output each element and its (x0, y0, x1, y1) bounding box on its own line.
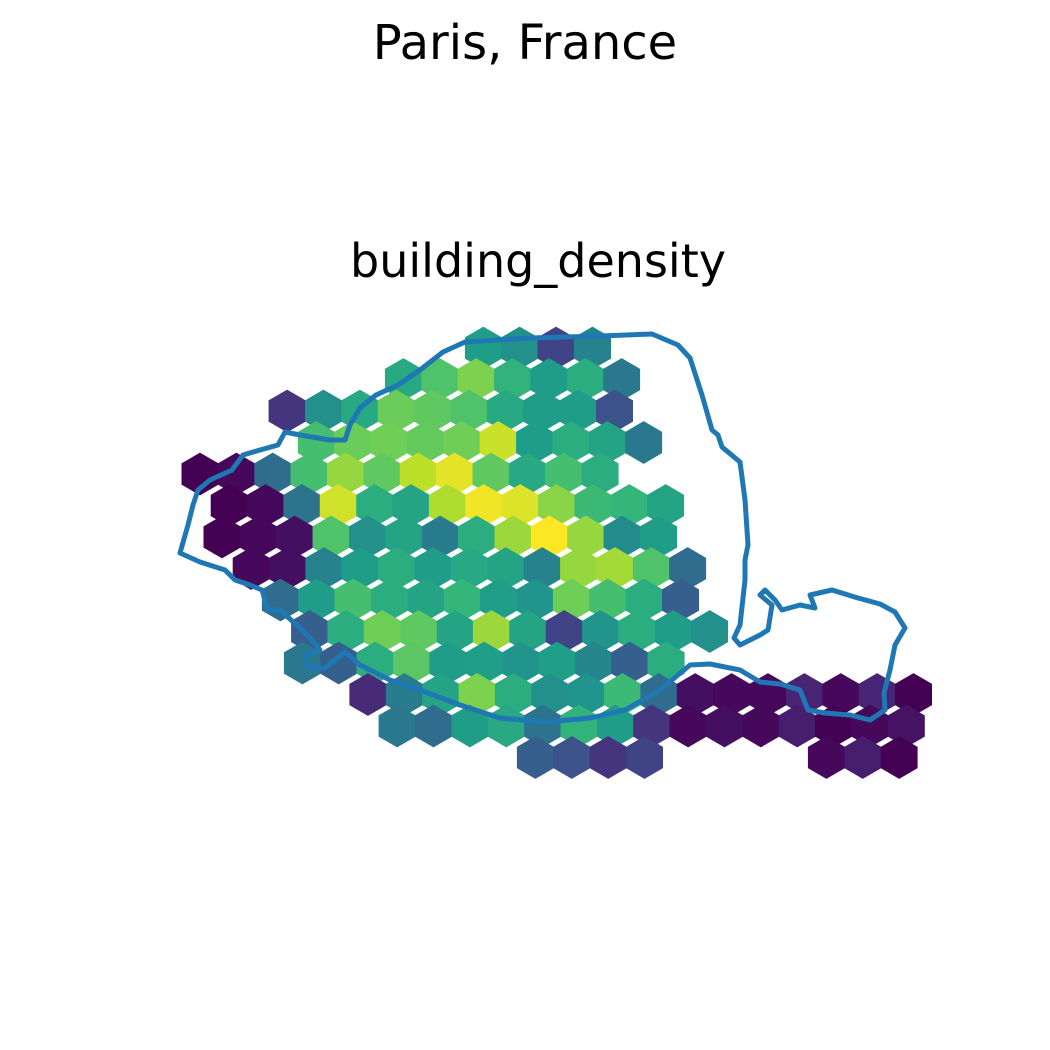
map-title: building_density (350, 234, 726, 288)
hex-cell (880, 736, 918, 779)
city-boundary-outline (177, 331, 908, 725)
hex-cell (268, 389, 306, 433)
hex-cell (691, 610, 729, 653)
hex-cell-layer (181, 326, 933, 779)
hex-cell (625, 421, 663, 464)
hex-cell (626, 736, 664, 779)
figure-suptitle: Paris, France (372, 15, 678, 71)
